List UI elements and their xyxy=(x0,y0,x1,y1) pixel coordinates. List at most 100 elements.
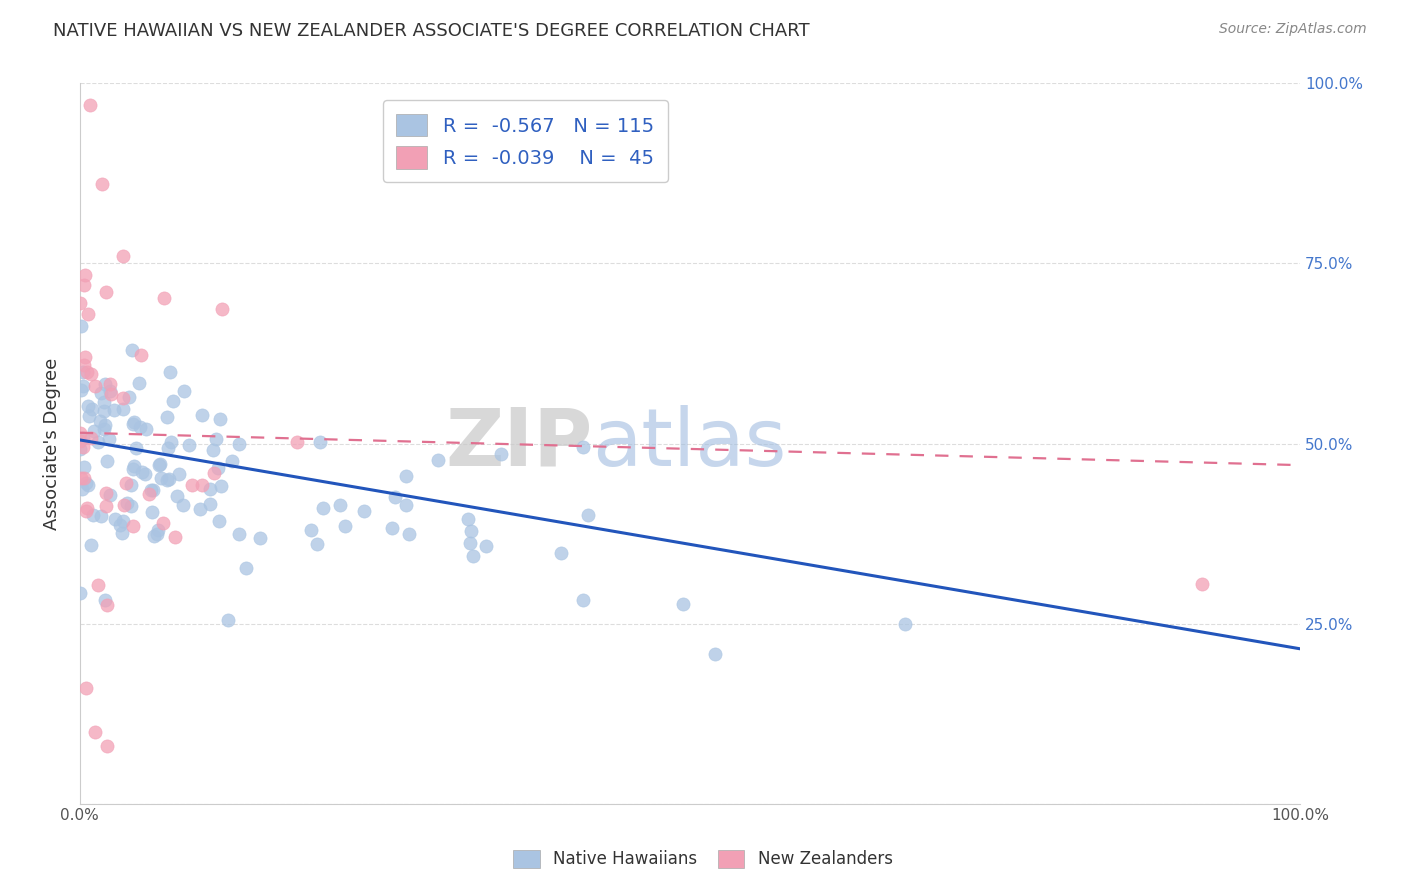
Point xyxy=(96,598,118,612)
Point xyxy=(112,498,135,512)
Point xyxy=(190,408,212,422)
Point xyxy=(89,414,111,428)
Point xyxy=(159,366,181,380)
Point xyxy=(70,318,93,333)
Point xyxy=(153,291,176,305)
Point xyxy=(75,476,97,491)
Point xyxy=(75,268,97,282)
Point xyxy=(75,681,97,696)
Point xyxy=(198,497,221,511)
Point xyxy=(111,401,134,416)
Point xyxy=(228,527,250,541)
Point xyxy=(80,431,103,445)
Point xyxy=(395,498,418,512)
Point xyxy=(202,443,225,458)
Point xyxy=(572,440,595,454)
Point xyxy=(94,485,117,500)
Text: atlas: atlas xyxy=(592,405,787,483)
Point xyxy=(138,487,160,501)
Point xyxy=(191,478,214,492)
Point xyxy=(208,514,231,528)
Legend: R =  -0.567   N = 115, R =  -0.039    N =  45: R = -0.567 N = 115, R = -0.039 N = 45 xyxy=(382,101,668,182)
Point xyxy=(235,561,257,575)
Point xyxy=(111,526,134,541)
Point xyxy=(120,478,142,492)
Point xyxy=(76,364,98,378)
Point xyxy=(73,350,96,364)
Point xyxy=(458,535,481,549)
Point xyxy=(87,434,110,449)
Text: NATIVE HAWAIIAN VS NEW ZEALANDER ASSOCIATE'S DEGREE CORRELATION CHART: NATIVE HAWAIIAN VS NEW ZEALANDER ASSOCIA… xyxy=(53,22,810,40)
Point xyxy=(228,437,250,451)
Point xyxy=(69,425,91,440)
Point xyxy=(83,724,105,739)
Point xyxy=(152,516,174,531)
Point xyxy=(163,530,186,544)
Point xyxy=(146,526,169,541)
Point xyxy=(93,422,115,436)
Point xyxy=(204,466,226,480)
Point xyxy=(384,490,406,504)
Point xyxy=(111,249,134,263)
Point xyxy=(156,442,179,456)
Point xyxy=(157,471,180,485)
Point xyxy=(80,401,103,416)
Point xyxy=(94,593,117,607)
Point xyxy=(118,390,141,404)
Point xyxy=(112,391,135,405)
Point xyxy=(87,577,110,591)
Point xyxy=(122,458,145,473)
Point xyxy=(141,505,163,519)
Point xyxy=(103,403,125,417)
Point xyxy=(893,616,915,631)
Point xyxy=(221,454,243,468)
Point xyxy=(108,518,131,533)
Point xyxy=(249,531,271,545)
Point xyxy=(129,348,152,362)
Point xyxy=(115,495,138,509)
Point xyxy=(143,528,166,542)
Point xyxy=(576,508,599,522)
Point xyxy=(76,399,98,413)
Point xyxy=(672,598,695,612)
Point xyxy=(333,518,356,533)
Point xyxy=(83,379,105,393)
Point xyxy=(98,377,121,392)
Point xyxy=(94,376,117,391)
Point xyxy=(69,434,91,448)
Point xyxy=(72,379,94,393)
Point xyxy=(69,585,91,599)
Point xyxy=(73,471,96,485)
Point xyxy=(79,368,101,382)
Point xyxy=(188,501,211,516)
Point xyxy=(93,403,115,417)
Point xyxy=(139,483,162,498)
Point xyxy=(90,178,112,192)
Point xyxy=(77,409,100,423)
Point xyxy=(70,383,93,397)
Point xyxy=(90,386,112,401)
Point xyxy=(80,538,103,552)
Point xyxy=(173,384,195,398)
Point xyxy=(285,435,308,450)
Point xyxy=(1191,577,1213,591)
Point xyxy=(209,479,232,493)
Point xyxy=(90,509,112,524)
Point xyxy=(353,504,375,518)
Point xyxy=(474,539,496,553)
Point xyxy=(156,473,179,487)
Point xyxy=(299,524,322,538)
Point xyxy=(125,441,148,455)
Point xyxy=(550,546,572,560)
Point xyxy=(120,499,142,513)
Point xyxy=(96,453,118,467)
Point xyxy=(207,461,229,475)
Point xyxy=(72,365,94,379)
Point xyxy=(211,302,233,317)
Point xyxy=(114,475,136,490)
Point xyxy=(491,447,513,461)
Point xyxy=(83,425,105,439)
Point xyxy=(381,521,404,535)
Point xyxy=(94,418,117,433)
Point xyxy=(128,376,150,390)
